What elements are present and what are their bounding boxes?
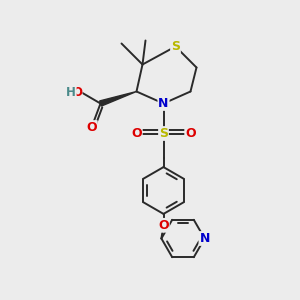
Text: N: N bbox=[200, 232, 210, 245]
Text: O: O bbox=[131, 127, 142, 140]
Text: O: O bbox=[86, 121, 97, 134]
Text: S: S bbox=[171, 40, 180, 53]
Text: S: S bbox=[159, 127, 168, 140]
Text: H: H bbox=[66, 85, 76, 99]
Polygon shape bbox=[100, 92, 136, 106]
Text: O: O bbox=[185, 127, 196, 140]
Text: N: N bbox=[158, 97, 169, 110]
Text: O: O bbox=[72, 85, 82, 99]
Text: O: O bbox=[158, 219, 169, 232]
